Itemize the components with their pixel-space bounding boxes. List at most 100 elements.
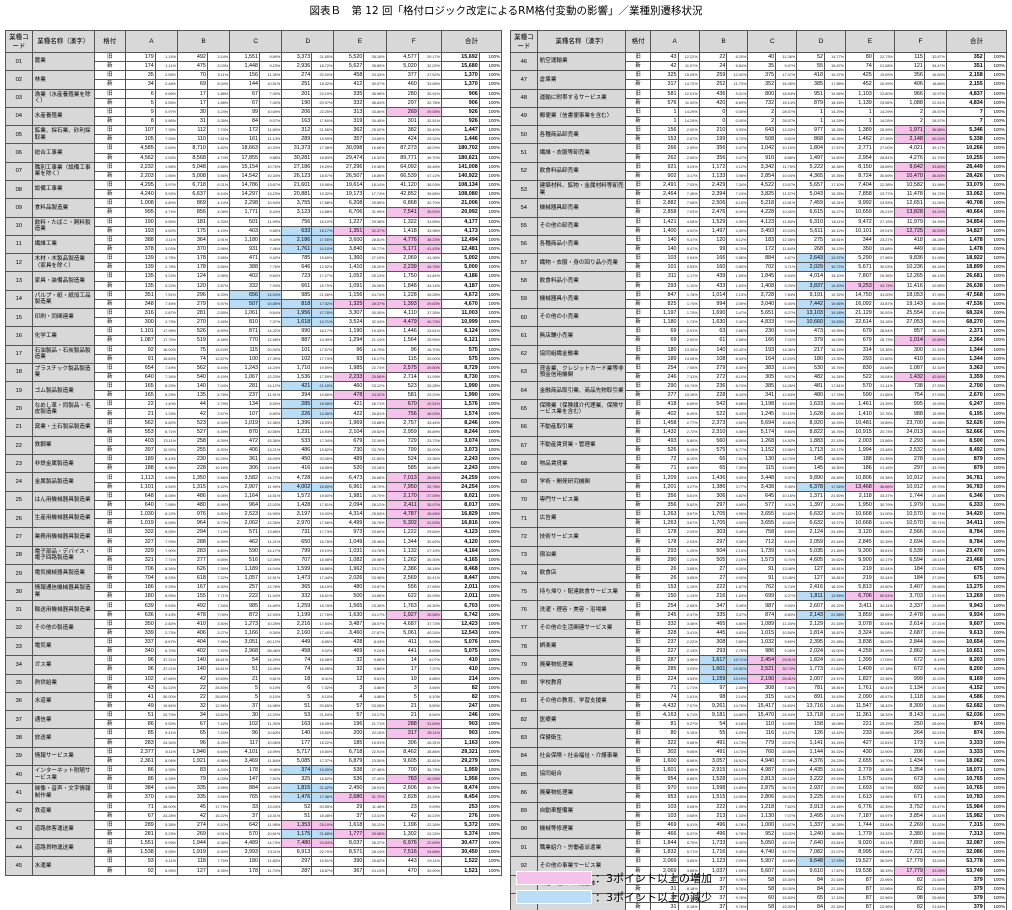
grade-b-count: 283	[176, 545, 208, 556]
industry-code: 30	[5, 582, 33, 602]
grade-f-count: 98	[893, 892, 925, 904]
grade-c-share: 12.36%	[259, 417, 283, 428]
total-share: 100%	[983, 463, 1008, 474]
rating-type-label: 旧	[625, 600, 651, 611]
grade-b-share: 5.10%	[206, 819, 231, 830]
grade-c-count: 964	[229, 499, 261, 511]
grade-d-count: 1,814	[796, 627, 825, 639]
industry-name: 化学工業	[31, 326, 95, 346]
total-count: 1,521	[441, 865, 480, 876]
grade-c-count: 3,728	[747, 289, 777, 300]
grade-e-count: 3,840	[333, 243, 365, 255]
grade-c-count: 1,166	[229, 627, 261, 639]
total-share: 100%	[983, 856, 1008, 867]
total-count: 33,062	[946, 189, 985, 200]
grade-d-share: 7.32%	[311, 682, 335, 693]
grade-f-share: 8.88%	[417, 673, 443, 684]
total-count: 2,371	[946, 326, 985, 337]
grade-e-count: 7,807	[845, 271, 874, 282]
grade-e-share: 12.81%	[872, 737, 895, 748]
grade-b-share: 6.99%	[206, 536, 231, 547]
grade-e-count: 2,118	[845, 490, 874, 501]
grade-d-share: 19.62%	[823, 554, 847, 565]
rating-type-label: 旧	[93, 454, 126, 465]
grade-b-share: 3.03%	[206, 61, 231, 72]
grade-e-count: 9,020	[845, 838, 874, 849]
total-count: 6,742	[441, 609, 480, 620]
grade-c-count: 1,551	[229, 51, 261, 63]
total-share: 100%	[983, 88, 1008, 99]
grade-e-share: 30.03%	[872, 262, 895, 273]
grade-e-share: 22.09%	[363, 435, 387, 447]
grade-d-share: 19.09%	[311, 764, 335, 776]
grade-a-share: 3.85%	[677, 573, 700, 584]
grade-d-share: 17.60%	[311, 115, 335, 127]
total-share: 100%	[983, 408, 1008, 419]
rating-type-label: 新	[93, 317, 126, 328]
industry-code: 01	[5, 51, 33, 72]
grade-d-share: 17.34%	[823, 481, 847, 492]
table-row: 12 木材・木製品製造業（家具を除く）旧 139 2.78% 178 3.56% 471 9.…	[5, 253, 503, 273]
grade-d-count: 1,633	[796, 399, 825, 410]
grade-e-share: 23.87%	[363, 582, 387, 593]
total-share: 100%	[478, 499, 503, 511]
grade-c-count: 699	[747, 591, 777, 602]
grade-a-share: 5.80%	[677, 435, 700, 447]
grade-c-count: 130	[747, 454, 777, 465]
industry-name: 水運業	[31, 856, 95, 876]
grade-e-count: 37	[333, 810, 365, 821]
industry-name: 非鉄金属製造業	[31, 454, 95, 474]
total-share: 100%	[478, 298, 503, 309]
industry-code: 41	[5, 783, 33, 803]
grade-b-share: 6.84%	[726, 61, 749, 72]
grade-a-count: 178	[649, 527, 679, 538]
grade-f-count: 12,725	[893, 225, 925, 236]
grade-e-share: 33.43%	[363, 70, 387, 81]
grade-f-share: 33.58%	[417, 79, 443, 90]
grade-a-share: 6.12%	[154, 509, 178, 520]
grade-a-share: 2.59%	[677, 143, 700, 154]
grade-d-share: 17.27%	[311, 271, 335, 282]
grade-e-share: 23.50%	[363, 755, 387, 766]
grade-f-share: 38.03%	[417, 179, 443, 191]
grade-f-share: 28.60%	[923, 719, 948, 730]
total-share: 100%	[478, 152, 503, 163]
total-share: 100%	[983, 225, 1008, 236]
grade-a-count: 350	[124, 618, 156, 629]
grade-f-count: 14	[385, 655, 419, 666]
grade-e-share: 38.85%	[872, 609, 895, 620]
grade-e-count: 522	[845, 371, 874, 383]
total-count: 12,494	[441, 234, 480, 245]
grade-f-share: 34.39%	[923, 216, 948, 227]
grade-b-share: 0.88%	[726, 253, 749, 264]
grade-d-share: 14.10%	[311, 243, 335, 255]
grade-e-count: 1,410	[845, 408, 874, 419]
grade-c-count: 1,845	[747, 271, 777, 282]
grade-d-share: 15.67%	[823, 61, 847, 72]
grade-b-share: 5.04%	[206, 79, 231, 90]
rating-type-label: 旧	[93, 362, 126, 373]
grade-d-share: 16.76%	[823, 426, 847, 437]
grade-c-count: 2,062	[229, 518, 261, 529]
grade-a-share: 4.08%	[677, 216, 700, 227]
grade-a-share: 9.66%	[677, 737, 700, 748]
grade-f-count: 460	[385, 79, 419, 90]
grade-e-share: 18.14%	[363, 179, 387, 191]
grade-c-count: 3,655	[747, 518, 777, 529]
grade-a-share: 9.06%	[677, 746, 700, 757]
grade-b-count: 42	[176, 810, 208, 821]
grade-b-share: 16.92%	[726, 755, 749, 766]
grade-e-share: 23.56%	[872, 435, 895, 447]
grade-e-count: 1,761	[845, 682, 874, 693]
table-row: 81 その他の教育、学習支援業旧 74 1.61% 98 2.14% 315 6.87% 891…	[510, 691, 1008, 712]
grade-b-share: 5.80%	[206, 509, 231, 520]
grade-d-share: 6.10%	[311, 691, 335, 702]
grade-d-share: 21.45%	[823, 545, 847, 556]
grade-e-count: 3,600	[333, 234, 365, 245]
grade-e-share: 21.14%	[363, 335, 387, 346]
rating-type-label: 新	[625, 518, 651, 529]
total-count: 253	[441, 801, 480, 812]
grade-e-share: 8.43%	[363, 636, 387, 648]
grade-a-share: 2.73%	[154, 627, 178, 639]
rating-type-label: 新	[625, 298, 651, 309]
